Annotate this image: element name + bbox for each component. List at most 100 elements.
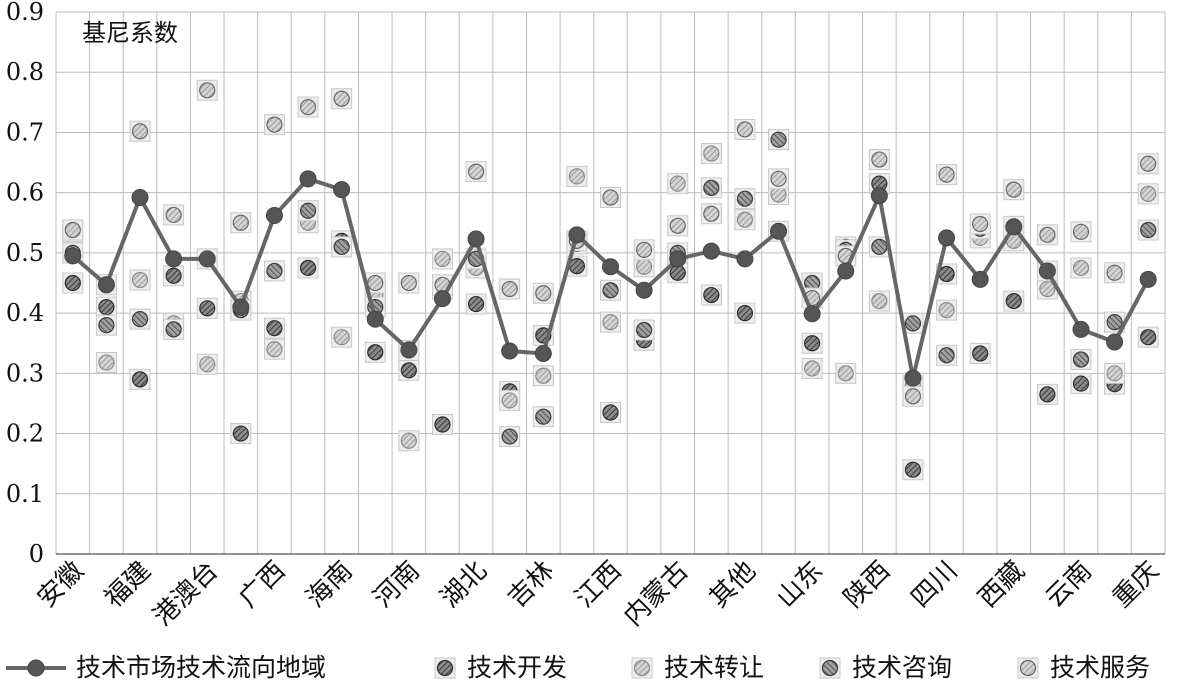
legend-item-service: 技术服务 xyxy=(1017,653,1150,682)
point-service xyxy=(499,278,521,300)
point-main xyxy=(333,181,351,199)
point-consult xyxy=(532,406,554,428)
point-transfer xyxy=(801,358,823,380)
point-main xyxy=(568,226,586,244)
point-main xyxy=(770,222,788,240)
point-transfer xyxy=(1036,278,1058,300)
point-transfer xyxy=(633,256,655,278)
point-service xyxy=(532,282,554,304)
point-main xyxy=(433,290,451,308)
x-tick-label: 湖北 xyxy=(435,556,493,614)
y-tick-label: 0 xyxy=(29,540,44,568)
point-service xyxy=(196,79,218,101)
legend-label: 技术服务 xyxy=(1050,653,1150,682)
point-transfer xyxy=(331,326,353,348)
point-service xyxy=(700,203,722,225)
point-main xyxy=(1139,270,1157,288)
point-service xyxy=(768,168,790,190)
point-transfer xyxy=(398,430,420,452)
point-transfer xyxy=(532,365,554,387)
point-main xyxy=(803,305,821,323)
legend-label: 技术开发 xyxy=(467,653,567,682)
x-tick-label: 四川 xyxy=(906,556,964,614)
point-transfer xyxy=(868,290,890,312)
point-main xyxy=(904,369,922,387)
legend-marker-transfer xyxy=(631,657,653,679)
point-service xyxy=(1104,262,1126,284)
x-tick-label: 重庆 xyxy=(1107,556,1165,614)
point-main xyxy=(501,342,519,360)
point-consult xyxy=(297,200,319,222)
point-main xyxy=(265,207,283,225)
point-transfer xyxy=(1104,362,1126,384)
point-main xyxy=(837,262,855,280)
point-main xyxy=(1005,218,1023,236)
legend-item-dev: 技术开发 xyxy=(434,653,567,682)
y-axis-label: 基尼系数 xyxy=(82,19,178,47)
point-consult xyxy=(734,188,756,210)
point-consult xyxy=(600,279,621,301)
x-tick-label: 云南 xyxy=(1040,556,1098,614)
x-tick-label: 港澳台 xyxy=(148,556,224,632)
legend-item-transfer: 技术转让 xyxy=(631,653,764,682)
point-transfer xyxy=(700,143,722,165)
x-tick-label: 西藏 xyxy=(973,556,1031,614)
legend-label: 技术市场技术流向地域 xyxy=(76,653,326,682)
point-dev xyxy=(398,359,420,381)
point-service xyxy=(398,272,420,294)
y-tick-label: 0.6 xyxy=(6,179,44,207)
point-dev xyxy=(1036,383,1058,405)
point-dev xyxy=(700,284,722,306)
y-tick-label: 0.9 xyxy=(6,0,44,26)
x-tick-label: 广西 xyxy=(233,556,291,614)
x-tick-label: 福建 xyxy=(99,556,157,614)
point-main xyxy=(1106,333,1124,351)
point-main xyxy=(165,250,183,268)
point-dev xyxy=(297,257,319,279)
point-service xyxy=(936,164,958,186)
point-dev xyxy=(129,368,151,390)
y-tick-label: 0.7 xyxy=(6,118,44,146)
point-transfer xyxy=(835,362,857,384)
point-transfer xyxy=(129,269,151,291)
point-main xyxy=(198,250,216,268)
x-tick-label: 山东 xyxy=(771,556,829,614)
x-tick-label: 河南 xyxy=(368,556,426,614)
point-service xyxy=(331,88,353,110)
point-consult xyxy=(902,312,924,334)
point-service xyxy=(62,219,84,241)
point-consult xyxy=(700,177,722,199)
main-series xyxy=(64,170,1157,387)
point-consult xyxy=(129,308,151,330)
point-consult xyxy=(633,319,655,341)
point-consult xyxy=(95,314,117,336)
point-dev xyxy=(1137,326,1159,348)
point-main xyxy=(1072,320,1090,338)
point-consult xyxy=(936,344,958,366)
point-main xyxy=(669,250,687,268)
point-consult xyxy=(163,318,185,340)
point-main xyxy=(534,344,552,362)
point-transfer xyxy=(566,165,588,187)
x-tick-label: 陕西 xyxy=(838,556,896,614)
y-tick-label: 0.1 xyxy=(6,480,44,508)
point-main xyxy=(736,250,754,268)
x-tick-label: 海南 xyxy=(301,556,359,614)
point-service xyxy=(297,96,319,118)
point-dev xyxy=(163,265,185,287)
point-main xyxy=(467,230,485,248)
legend-marker-consult xyxy=(819,657,841,679)
point-main xyxy=(97,276,115,294)
point-transfer xyxy=(1070,257,1092,279)
point-dev xyxy=(566,255,588,277)
point-main xyxy=(299,170,317,188)
point-main xyxy=(400,341,418,359)
point-consult xyxy=(331,236,353,258)
point-service xyxy=(868,149,890,171)
point-transfer xyxy=(734,209,756,231)
point-dev xyxy=(801,332,823,354)
legend-item-consult: 技术咨询 xyxy=(819,653,952,682)
y-tick-label: 0.2 xyxy=(6,420,44,448)
point-consult xyxy=(1070,348,1092,370)
